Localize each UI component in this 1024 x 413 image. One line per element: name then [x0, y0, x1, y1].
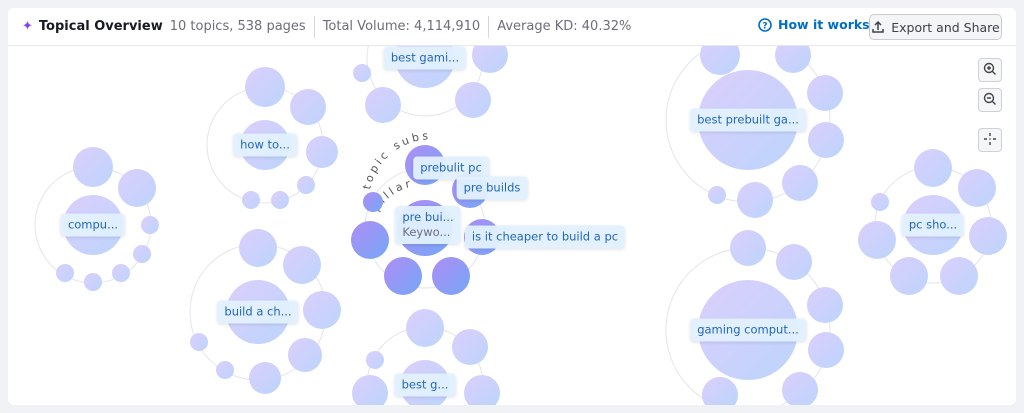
how-it-works-link[interactable]: ? How it works: [758, 17, 870, 32]
export-share-label: Export and Share: [891, 19, 1000, 35]
subtopic-bubble[interactable]: [701, 376, 739, 405]
subtopic-bubble[interactable]: [384, 257, 422, 295]
subtopic-bubble[interactable]: [807, 287, 843, 323]
svg-text:?: ?: [762, 21, 767, 31]
subtopic-bubble[interactable]: [365, 87, 401, 123]
header: ✦ Topical Overview 10 topics, 538 pages …: [8, 8, 1016, 46]
subtopic-bubble[interactable]: [245, 67, 285, 107]
subtopic-label[interactable]: pre builds: [456, 176, 528, 200]
subtopic-bubble[interactable]: [969, 217, 1007, 255]
upload-icon: [872, 20, 885, 33]
cluster-label-text: pre bui...: [402, 210, 454, 224]
subtopic-bubble[interactable]: [782, 165, 818, 201]
subtopic-bubble[interactable]: [464, 375, 500, 405]
cluster-label-text: how to...: [240, 137, 290, 152]
zoom-out-button[interactable]: [978, 88, 1002, 112]
subtopic-bubble[interactable]: [914, 149, 952, 187]
subtopic-label[interactable]: is it cheaper to build a pc: [464, 225, 626, 249]
question-icon: ?: [758, 17, 772, 32]
subtopic-bubble[interactable]: [283, 246, 321, 284]
center-view-button[interactable]: [978, 128, 1002, 152]
subtopic-bubble[interactable]: [940, 257, 978, 295]
cluster-label[interactable]: gaming comput...: [690, 318, 806, 342]
cluster-label[interactable]: pre bui... Keywo...: [395, 206, 461, 244]
topical-overview-card: topic subs pillar ✦ Topical Overview 10 …: [8, 8, 1016, 405]
cluster-label[interactable]: build a ch...: [217, 300, 299, 324]
subtopic-bubble[interactable]: [730, 230, 766, 266]
subtopic-bubble[interactable]: [858, 221, 896, 259]
subtopic-bubble[interactable]: [472, 37, 508, 73]
subtopic-bubble[interactable]: [56, 264, 74, 282]
subtopic-bubble[interactable]: [737, 182, 773, 218]
how-it-works-label: How it works: [778, 17, 870, 32]
subtopic-bubble[interactable]: [288, 338, 322, 372]
subtopic-bubble[interactable]: [366, 351, 384, 369]
subtopic-bubble[interactable]: [239, 229, 277, 267]
center-icon: [983, 131, 997, 150]
cluster-label-text: compu...: [67, 217, 119, 232]
divider: [313, 15, 315, 38]
subtopic-bubble[interactable]: [249, 362, 281, 394]
subtopic-bubble[interactable]: [808, 332, 844, 368]
total-volume: Total Volume: 4,114,910: [322, 19, 481, 34]
subtopic-bubble[interactable]: [353, 64, 371, 82]
cluster-label-sub: Keywo...: [402, 225, 451, 239]
subtopic-bubble[interactable]: [781, 372, 818, 405]
subtopic-label[interactable]: prebulit pc: [413, 156, 489, 180]
subtopic-bubble[interactable]: [84, 273, 102, 291]
subtopic-bubble[interactable]: [133, 245, 151, 263]
zoom-in-icon: [983, 61, 997, 80]
subtopic-bubble[interactable]: [455, 82, 491, 118]
subtopic-bubble[interactable]: [73, 147, 113, 187]
average-kd: Average KD: 40.32%: [497, 19, 632, 34]
subtopic-bubble[interactable]: [303, 291, 341, 329]
sparkle-icon: ✦: [22, 19, 33, 34]
cluster-label[interactable]: best prebuilt ga...: [690, 108, 806, 132]
topic-map[interactable]: topic subs pillar: [8, 8, 1016, 405]
divider: [488, 15, 490, 38]
subtopic-bubble[interactable]: [890, 257, 928, 295]
subtopic-bubble[interactable]: [406, 309, 444, 347]
zoom-in-button[interactable]: [978, 58, 1002, 82]
subtopic-bubble[interactable]: [306, 136, 338, 168]
subtopic-bubble[interactable]: [112, 264, 130, 282]
subtopic-bubble[interactable]: [271, 191, 289, 209]
cluster-label-text: pc sho...: [908, 217, 958, 232]
topics-count: 10 topics, 538 pages: [169, 19, 306, 34]
cluster-label[interactable]: pc sho...: [901, 213, 965, 237]
cluster-label[interactable]: how to...: [233, 133, 297, 157]
subtopic-bubble[interactable]: [776, 244, 812, 280]
subtopic-bubble[interactable]: [118, 169, 156, 207]
cluster-label-text: build a ch...: [224, 304, 292, 319]
subtopic-bubble[interactable]: [958, 169, 996, 207]
cluster-label-text: best g...: [401, 377, 449, 392]
subtopic-bubble[interactable]: [190, 333, 208, 351]
zoom-out-icon: [983, 91, 997, 110]
cluster-label[interactable]: compu...: [60, 213, 126, 237]
cluster-label-text: best gami...: [390, 50, 460, 65]
subtopic-bubble[interactable]: [775, 37, 811, 73]
subtopic-bubble[interactable]: [351, 221, 389, 259]
cluster-label[interactable]: best gami...: [383, 46, 467, 70]
subtopic-bubble[interactable]: [363, 192, 383, 212]
subtopic-bubble[interactable]: [708, 186, 726, 204]
cluster-label-text: gaming comput...: [697, 322, 799, 337]
subtopic-bubble[interactable]: [290, 89, 326, 125]
subtopic-bubble[interactable]: [807, 75, 843, 111]
subtopic-bubble[interactable]: [808, 122, 844, 158]
subtopic-bubble[interactable]: [352, 375, 389, 405]
subtopic-bubble[interactable]: [432, 257, 470, 295]
cluster-label-text: best prebuilt ga...: [697, 112, 799, 127]
subtopic-bubble[interactable]: [141, 216, 159, 234]
export-share-button[interactable]: Export and Share: [869, 14, 1002, 40]
subtopic-bubble[interactable]: [242, 191, 260, 209]
subtopic-bubble[interactable]: [452, 329, 488, 365]
subtopic-bubble[interactable]: [297, 176, 315, 194]
subtopic-bubble[interactable]: [216, 361, 234, 379]
subtopic-bubble[interactable]: [871, 193, 889, 211]
page-title: Topical Overview: [38, 19, 163, 34]
cluster-label[interactable]: best g...: [394, 373, 456, 397]
